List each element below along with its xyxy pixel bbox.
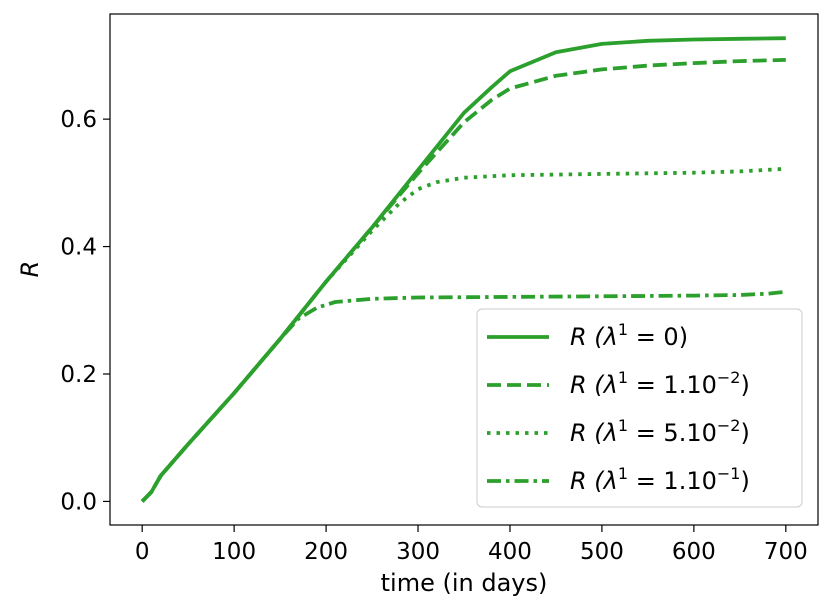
y-tick-label: 0.6	[60, 107, 97, 133]
legend-box	[476, 308, 803, 508]
series-line-4	[140, 289, 786, 503]
x-tick-label: 200	[304, 539, 348, 565]
x-tick-label: 700	[764, 539, 808, 565]
legend-label-2: R (λ1 = 1.10−2)	[570, 368, 750, 399]
x-tick-label: 400	[488, 539, 532, 565]
legend: R (λ1 = 0) R (λ1 = 1.10−2) R (λ1 = 5.10−2)…	[476, 308, 803, 508]
legend-label-1: R (λ1 = 0)	[570, 320, 688, 351]
x-tick-label: 500	[580, 539, 624, 565]
x-tick-label: 100	[212, 539, 256, 565]
y-axis-label: R	[16, 261, 44, 278]
series-line-3	[140, 166, 786, 503]
x-tick-label: 300	[396, 539, 440, 565]
legend-label-4: R (λ1 = 1.10−1)	[570, 464, 750, 495]
x-tick-label: 0	[135, 539, 150, 565]
y-tick-label: 0.2	[60, 362, 97, 388]
series-layer	[140, 36, 786, 503]
x-axis: 0 100 200 300 400 500 600 700	[135, 525, 808, 565]
legend-label-3: R (λ1 = 5.10−2)	[570, 416, 750, 447]
y-tick-label: 0.4	[60, 235, 97, 261]
plot-frame	[109, 13, 819, 526]
y-axis: 0.0 0.2 0.4 0.6	[60, 107, 110, 515]
y-tick-label: 0.0	[60, 489, 97, 515]
x-tick-label: 600	[672, 539, 716, 565]
x-axis-label: time (in days)	[381, 569, 548, 597]
